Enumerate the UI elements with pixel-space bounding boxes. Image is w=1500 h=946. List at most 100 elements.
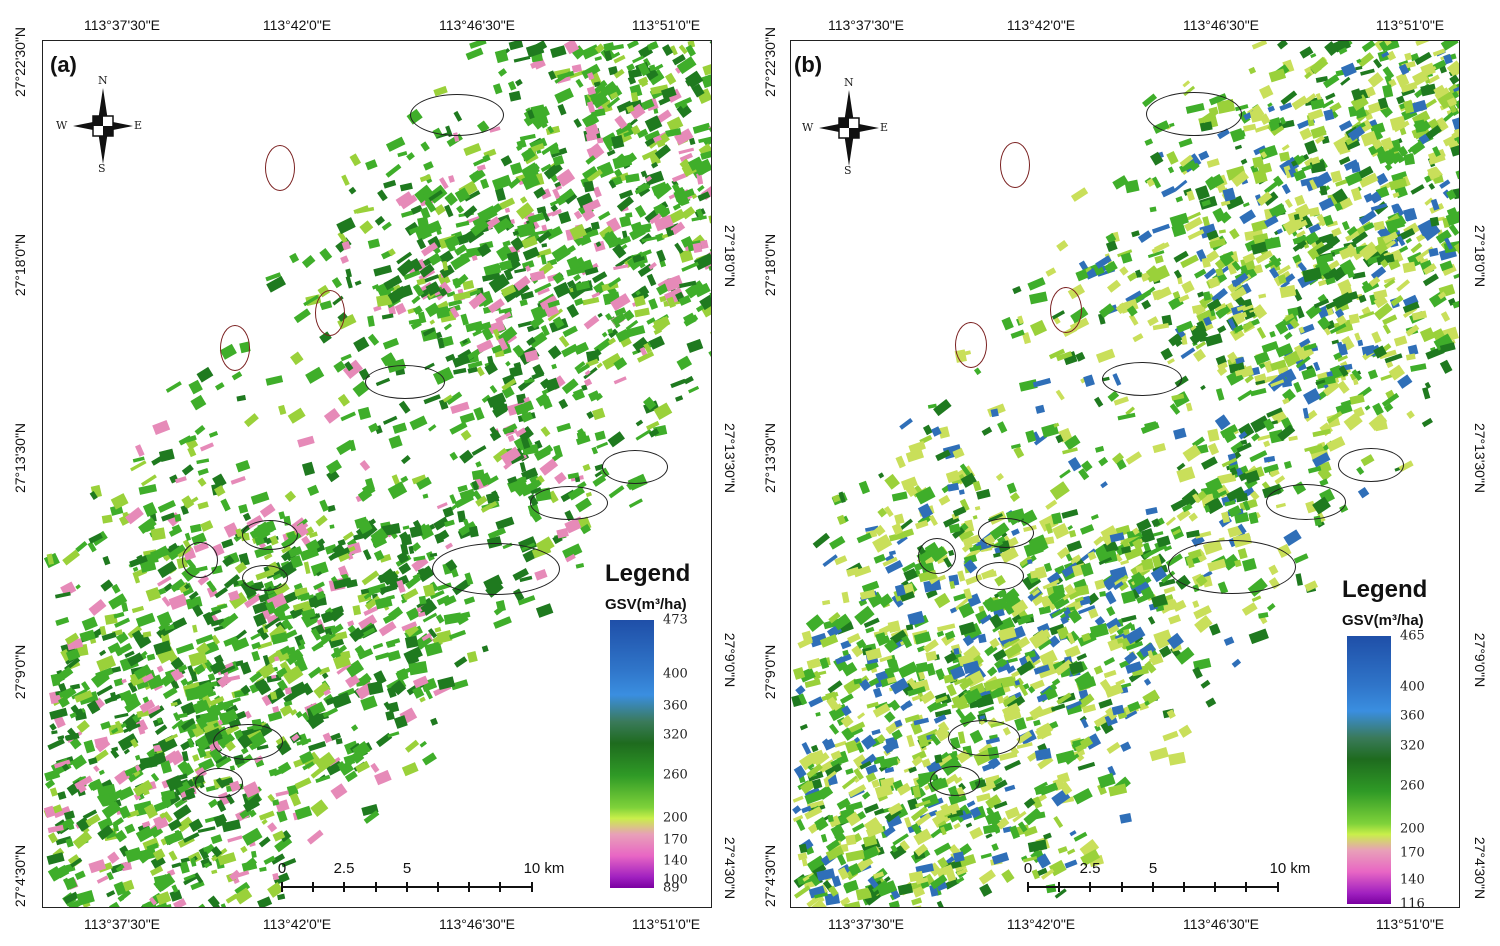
- forest-patch: [1322, 380, 1340, 397]
- forest-patch: [49, 723, 57, 731]
- forest-patch: [340, 255, 349, 264]
- forest-patch: [141, 820, 151, 828]
- legend-tick-label: 473: [663, 612, 688, 628]
- forest-patch: [423, 394, 441, 405]
- forest-patch: [144, 704, 161, 716]
- forest-patch: [1301, 164, 1313, 172]
- forest-patch: [294, 652, 304, 662]
- forest-patch: [1205, 477, 1223, 494]
- forest-patch: [1338, 156, 1351, 166]
- forest-patch: [1124, 179, 1140, 194]
- forest-patch: [403, 269, 421, 280]
- forest-patch: [1459, 310, 1460, 321]
- forest-patch: [1260, 151, 1268, 159]
- forest-patch: [132, 566, 139, 572]
- forest-patch: [100, 579, 114, 592]
- forest-patch: [1035, 404, 1045, 414]
- forest-patch: [409, 415, 428, 431]
- forest-patch: [886, 676, 897, 684]
- forest-patch: [1328, 260, 1340, 270]
- forest-patch: [912, 785, 922, 798]
- legend-unit-b: GSV(m³/ha): [1342, 612, 1424, 629]
- forest-patch: [396, 251, 413, 265]
- forest-patch: [449, 451, 458, 461]
- forest-patch: [193, 681, 214, 698]
- forest-patch: [124, 847, 143, 863]
- forest-patch: [1039, 782, 1059, 796]
- forest-patch: [398, 400, 411, 414]
- forest-patch: [1143, 542, 1151, 552]
- forest-patch: [1355, 65, 1363, 71]
- forest-patch: [208, 430, 219, 438]
- highlight-ellipse: [602, 450, 668, 484]
- forest-patch: [265, 375, 284, 386]
- forest-patch: [387, 248, 396, 257]
- forest-patch: [1037, 755, 1054, 770]
- forest-patch: [1141, 558, 1155, 571]
- forest-patch: [945, 470, 961, 484]
- forest-patch: [76, 719, 90, 733]
- forest-patch: [132, 456, 145, 463]
- forest-patch: [183, 496, 199, 508]
- forest-patch: [1220, 199, 1231, 207]
- forest-patch: [361, 524, 378, 540]
- forest-patch: [387, 481, 408, 500]
- forest-patch: [1166, 709, 1176, 719]
- forest-patch: [122, 879, 135, 892]
- forest-patch: [923, 579, 942, 593]
- forest-patch: [1383, 403, 1394, 413]
- forest-patch: [385, 638, 401, 647]
- forest-patch: [192, 624, 198, 633]
- forest-patch: [514, 400, 534, 416]
- forest-patch: [1364, 344, 1381, 356]
- forest-patch: [500, 446, 521, 466]
- forest-patch: [832, 613, 851, 631]
- forest-patch: [644, 170, 665, 186]
- forest-patch: [454, 656, 468, 668]
- lat-label-left: 27°9'0"N: [762, 644, 778, 700]
- forest-patch: [921, 793, 940, 808]
- forest-patch: [1222, 429, 1237, 444]
- forest-patch: [250, 491, 270, 505]
- forest-patch: [471, 255, 478, 262]
- forest-patch: [1012, 285, 1022, 295]
- forest-patch: [100, 721, 111, 730]
- lon-label-bottom: 113°51'0"E: [1375, 916, 1445, 932]
- forest-patch: [1451, 116, 1459, 131]
- forest-patch: [856, 855, 874, 872]
- forest-patch: [678, 147, 695, 155]
- forest-patch: [133, 779, 153, 797]
- forest-patch: [703, 260, 711, 270]
- forest-patch: [1102, 574, 1120, 591]
- forest-patch: [152, 814, 169, 830]
- forest-patch: [1393, 120, 1410, 133]
- forest-patch: [1276, 264, 1291, 276]
- forest-patch: [1391, 171, 1408, 182]
- forest-patch: [1098, 556, 1113, 566]
- forest-patch: [315, 774, 331, 783]
- forest-patch: [962, 534, 981, 547]
- forest-patch: [1016, 615, 1032, 626]
- forest-patch: [115, 864, 125, 872]
- forest-patch: [1222, 187, 1236, 202]
- forest-patch: [524, 349, 539, 363]
- lon-label-top: 113°42'0"E: [262, 17, 332, 33]
- forest-patch: [188, 379, 203, 395]
- forest-patch: [1227, 318, 1237, 331]
- forest-patch: [167, 544, 187, 561]
- forest-patch: [333, 647, 341, 659]
- forest-patch: [904, 816, 912, 828]
- lat-label-right: 27°13'30"N: [722, 422, 738, 494]
- forest-patch: [1269, 330, 1276, 338]
- forest-patch: [413, 305, 423, 315]
- scale-tick: [343, 882, 345, 892]
- forest-patch: [399, 194, 418, 210]
- forest-patch: [888, 550, 896, 556]
- forest-patch: [886, 815, 903, 829]
- forest-patch: [1373, 294, 1388, 309]
- forest-patch: [1142, 547, 1160, 559]
- forest-patch: [1140, 533, 1151, 542]
- forest-patch: [1367, 72, 1384, 88]
- forest-patch: [680, 188, 695, 200]
- highlight-ellipse: [1102, 362, 1182, 396]
